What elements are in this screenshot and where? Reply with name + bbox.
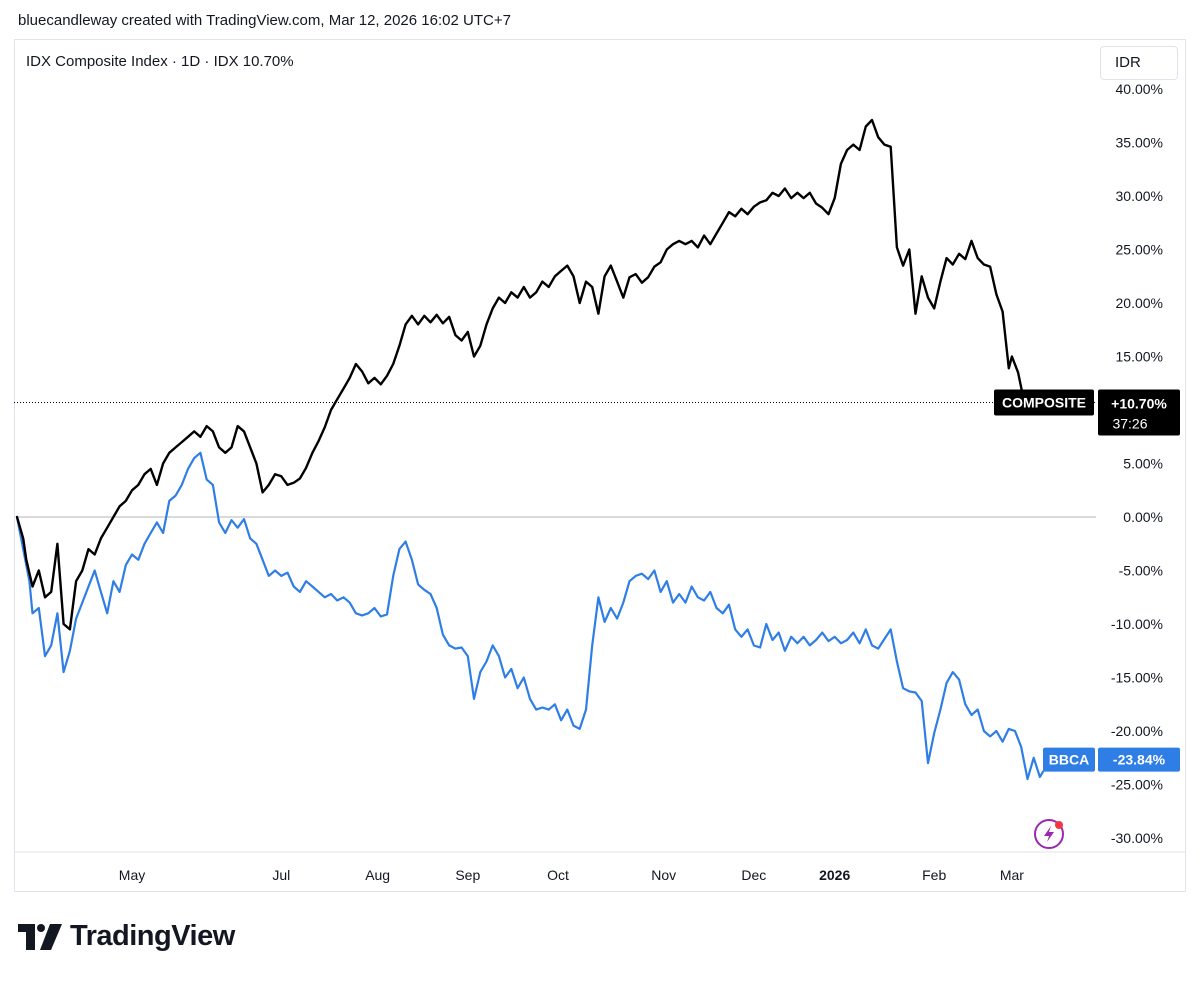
composite-value-tag: +10.70% 37:26 <box>1098 389 1180 436</box>
bbca-value-tag: -23.84% <box>1098 747 1180 772</box>
y-tick-label: 30.00% <box>1116 188 1163 204</box>
y-axis: 40.00% 35.00% 30.00% 25.00% 20.00% 15.00% 5.00… <box>1111 81 1163 846</box>
x-axis: May Jul Aug Sep Oct Nov Dec 2026 Feb Mar <box>119 867 1024 883</box>
x-tick-label: Sep <box>455 867 480 883</box>
tradingview-logo[interactable]: TradingView <box>18 920 235 953</box>
x-tick-label: May <box>119 867 145 883</box>
currency-button[interactable]: IDR <box>1100 46 1178 80</box>
countdown-label: 37:26 <box>1112 416 1147 432</box>
composite-value-label: +10.70% <box>1111 396 1167 412</box>
x-tick-label: Dec <box>741 867 766 883</box>
y-tick-label: 35.00% <box>1116 135 1163 151</box>
y-tick-label: -20.00% <box>1111 723 1163 739</box>
series-line-composite[interactable] <box>15 118 1026 631</box>
x-tick-label: Oct <box>547 867 569 883</box>
y-tick-label: -5.00% <box>1119 563 1163 579</box>
composite-name-label: COMPOSITE <box>1002 395 1086 411</box>
tradingview-wordmark: TradingView <box>70 920 235 952</box>
y-tick-label: 20.00% <box>1116 295 1163 311</box>
x-tick-label: Aug <box>365 867 390 883</box>
series-layer <box>15 118 1045 781</box>
y-tick-label: -15.00% <box>1111 670 1163 686</box>
price-tags: COMPOSITE +10.70% 37:26 BBCA -23.84% <box>994 389 1180 772</box>
x-tick-label: 2026 <box>819 867 850 883</box>
tradingview-logo-icon <box>18 923 62 950</box>
chart-panel[interactable] <box>14 39 1186 892</box>
y-tick-label: 25.00% <box>1116 242 1163 258</box>
bbca-name-tag: BBCA <box>1043 747 1095 772</box>
y-tick-label: -30.00% <box>1111 830 1163 846</box>
bbca-name-label: BBCA <box>1049 752 1089 768</box>
x-tick-label: Jul <box>272 867 290 883</box>
x-tick-label: Nov <box>651 867 676 883</box>
bbca-value-label: -23.84% <box>1113 752 1166 768</box>
series-line-bbca[interactable] <box>15 451 1045 781</box>
chart-caption: bluecandleway created with TradingView.c… <box>18 12 511 29</box>
legend[interactable]: IDX Composite Index · 1D · IDX 10.70% <box>26 53 294 70</box>
y-tick-label: 0.00% <box>1123 509 1163 525</box>
gridlines <box>14 402 1185 853</box>
y-tick-label: -25.00% <box>1111 777 1163 793</box>
y-tick-label: 5.00% <box>1123 456 1163 472</box>
y-tick-label: -10.00% <box>1111 616 1163 632</box>
x-tick-label: Mar <box>1000 867 1024 883</box>
y-tick-label: 40.00% <box>1116 81 1163 97</box>
y-tick-label: 15.00% <box>1116 349 1163 365</box>
composite-name-tag: COMPOSITE <box>994 389 1094 416</box>
lightning-icon[interactable] <box>1034 819 1064 849</box>
x-tick-label: Feb <box>922 867 946 883</box>
